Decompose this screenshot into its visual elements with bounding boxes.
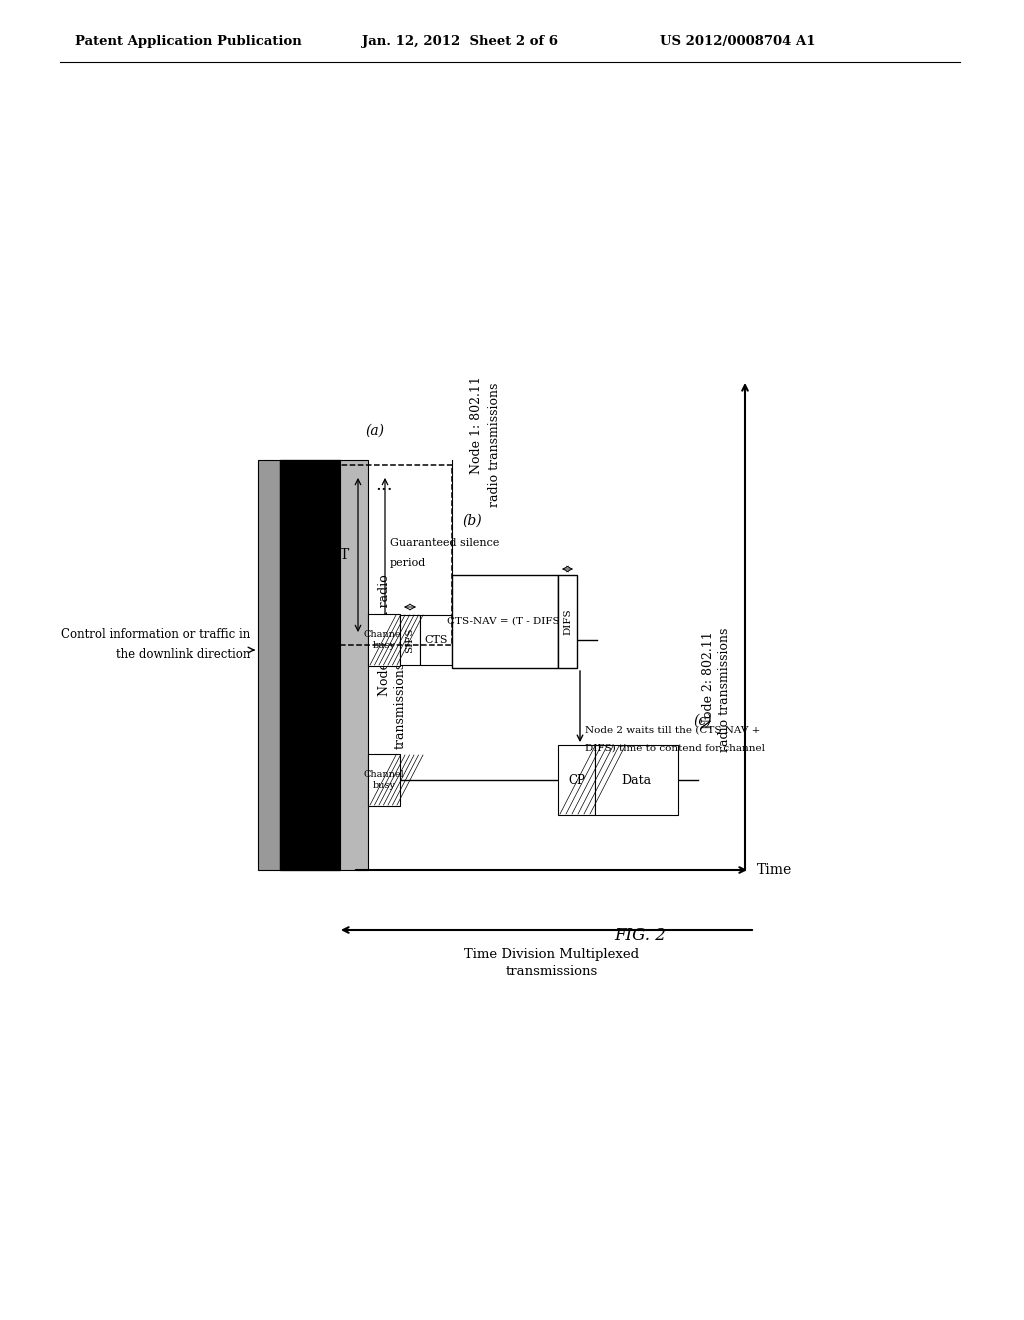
Bar xyxy=(280,459,340,870)
Text: FIG. 2: FIG. 2 xyxy=(614,927,666,944)
Text: Node 1: 802.11: Node 1: 802.11 xyxy=(470,376,483,474)
Bar xyxy=(558,744,595,814)
Bar xyxy=(258,459,280,870)
Text: Node 2: 802.11: Node 2: 802.11 xyxy=(701,631,715,729)
Bar xyxy=(420,615,452,665)
Text: SIFS: SIFS xyxy=(406,627,415,653)
Text: (b): (b) xyxy=(462,513,481,528)
Bar xyxy=(400,615,420,665)
Text: Guaranteed silence: Guaranteed silence xyxy=(390,539,500,548)
Text: period: period xyxy=(390,558,426,568)
Text: radio transmissions: radio transmissions xyxy=(487,383,501,507)
Text: Patent Application Publication: Patent Application Publication xyxy=(75,36,302,49)
Text: Time: Time xyxy=(757,863,793,876)
Text: DIFS: DIFS xyxy=(563,609,572,635)
Text: (a): (a) xyxy=(366,424,384,438)
Text: Control information or traffic in: Control information or traffic in xyxy=(60,628,250,642)
Text: CP: CP xyxy=(568,774,585,787)
Bar xyxy=(558,576,577,668)
Text: CTS-NAV = (T - DIFS): CTS-NAV = (T - DIFS) xyxy=(446,616,563,626)
Bar xyxy=(595,744,678,814)
Text: Time Division Multiplexed: Time Division Multiplexed xyxy=(464,948,639,961)
Text: ...: ... xyxy=(375,477,393,494)
Bar xyxy=(368,614,400,667)
Text: Jan. 12, 2012  Sheet 2 of 6: Jan. 12, 2012 Sheet 2 of 6 xyxy=(362,36,558,49)
Text: US 2012/0008704 A1: US 2012/0008704 A1 xyxy=(660,36,815,49)
Text: Data: Data xyxy=(622,774,651,787)
Text: Node 1: BWA radio: Node 1: BWA radio xyxy=(379,574,391,696)
Text: radio transmissions: radio transmissions xyxy=(719,628,731,752)
Text: Channel
busy: Channel busy xyxy=(364,771,404,789)
Text: (c): (c) xyxy=(693,714,712,729)
Text: transmissions: transmissions xyxy=(393,661,407,748)
Text: Channel
busy: Channel busy xyxy=(364,630,404,649)
Text: Node 2 waits till the (CTS NAV +: Node 2 waits till the (CTS NAV + xyxy=(585,726,761,734)
Text: DIFS) time to contend for channel: DIFS) time to contend for channel xyxy=(585,743,765,752)
Bar xyxy=(452,576,558,668)
Text: T: T xyxy=(340,548,349,562)
Bar xyxy=(340,459,368,870)
Bar xyxy=(340,465,452,645)
Text: CTS: CTS xyxy=(424,635,447,645)
Bar xyxy=(368,754,400,807)
Text: transmissions: transmissions xyxy=(506,965,598,978)
Text: the downlink direction: the downlink direction xyxy=(116,648,250,661)
